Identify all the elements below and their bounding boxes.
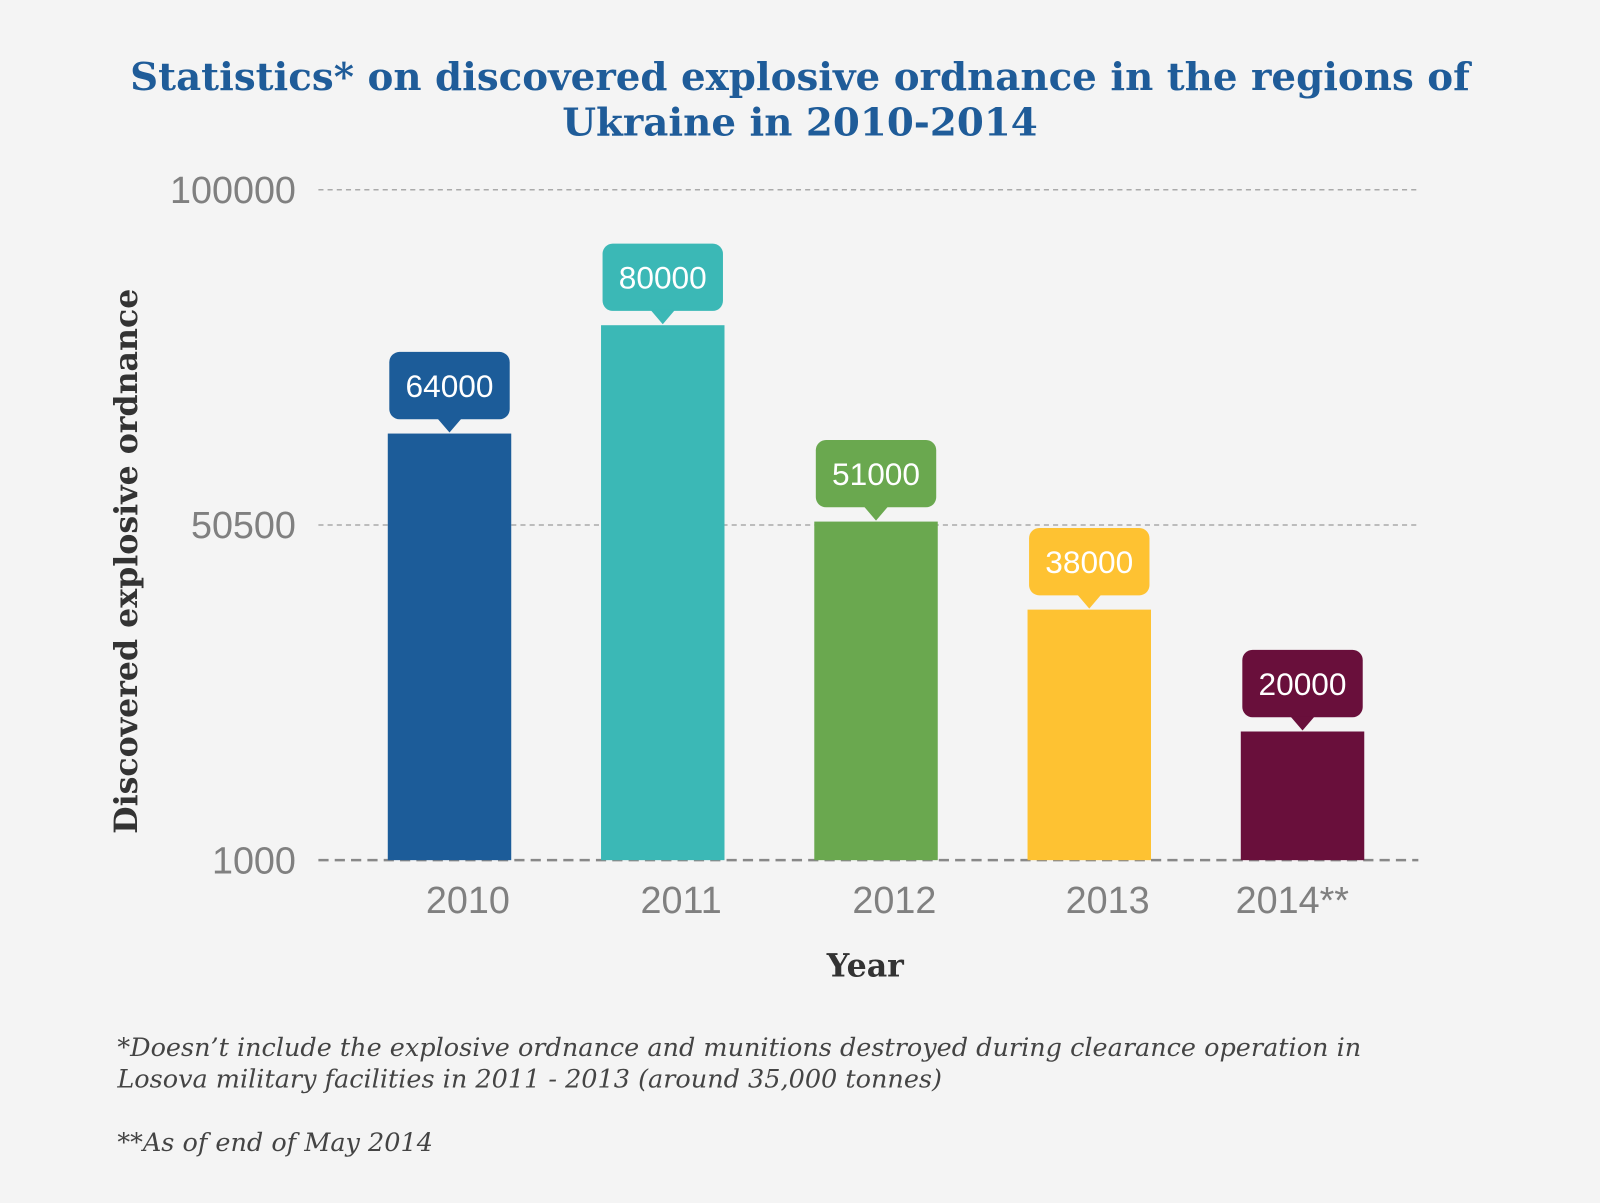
callout-pointer (437, 418, 462, 433)
data-label-callout (1029, 527, 1150, 596)
bar-2012 (814, 521, 938, 861)
data-label: 80000 (619, 259, 707, 295)
bar-2011 (601, 325, 725, 861)
callout-pointer (863, 506, 889, 521)
y-tick-label: 1000 (212, 839, 296, 881)
bars: 64000 80000 51000 38000 20000 (387, 243, 1365, 861)
data-label-callout (602, 243, 723, 311)
x-tick-label: 2014** (1236, 879, 1350, 921)
x-tick-label: 2013 (1066, 879, 1150, 921)
x-axis-ticks: 2010 2011 2012 2013 2014** (426, 879, 1349, 921)
callout-pointer (1077, 594, 1102, 609)
x-tick-label: 2012 (852, 879, 936, 921)
data-label: 38000 (1045, 544, 1133, 580)
chart-title-line-1: Statistics* on discovered explosive ordn… (130, 55, 1472, 100)
chart-title-line-2: Ukraine in 2010-2014 (562, 101, 1038, 146)
x-tick-label: 2011 (641, 879, 722, 921)
bar-2013 (1027, 609, 1152, 861)
data-label: 51000 (832, 456, 920, 492)
footnote-1-line-1: *Doesn’t include the explosive ordnance … (117, 1033, 1361, 1063)
data-label: 64000 (406, 368, 494, 404)
data-label: 20000 (1259, 666, 1347, 702)
x-axis-label: Year (826, 947, 904, 984)
y-tick-label: 50500 (191, 504, 296, 546)
x-tick-label: 2010 (426, 879, 510, 921)
footnote-1-line-2: Losova military facilities in 2011 - 201… (116, 1065, 942, 1095)
data-label-callout (1242, 649, 1363, 718)
data-label-callout (815, 439, 937, 508)
data-label-callout (389, 351, 510, 420)
footnote-2: **As of end of May 2014 (117, 1128, 433, 1158)
callout-pointer (1290, 716, 1315, 731)
bar-2014 (1240, 731, 1365, 861)
y-tick-label: 100000 (170, 169, 296, 211)
callout-pointer (650, 309, 676, 325)
y-axis-label: Discovered explosive ordnance (108, 289, 145, 834)
bar-2010 (387, 433, 512, 861)
y-axis-ticks: 1000 50500 100000 (170, 169, 296, 881)
